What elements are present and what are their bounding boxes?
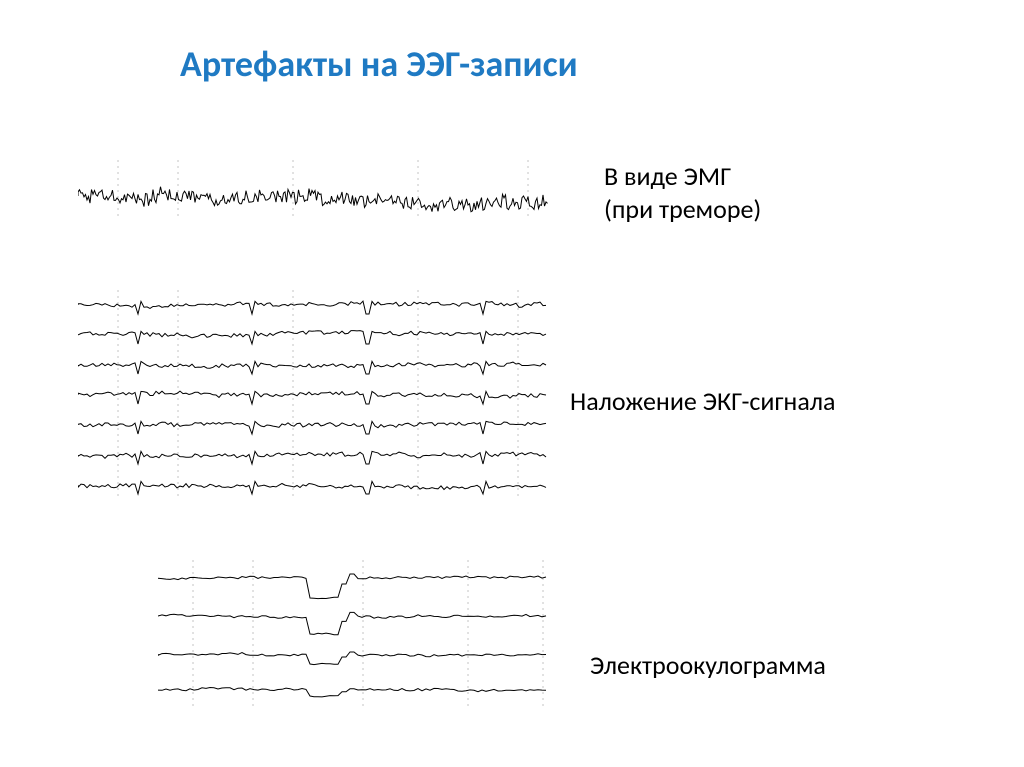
signal-trace xyxy=(78,301,546,314)
waveform-panel-emg xyxy=(78,160,548,216)
page-title: Артефакты на ЭЭГ-записи xyxy=(180,42,578,86)
signal-trace xyxy=(78,187,548,212)
signal-trace xyxy=(78,451,546,464)
signal-trace xyxy=(78,421,546,434)
signal-trace xyxy=(158,652,546,665)
label-emg-line1: В виде ЭМГ xyxy=(604,160,731,192)
label-eog-line1: Электроокулограмма xyxy=(590,649,826,681)
signal-trace xyxy=(78,361,546,374)
label-emg: В виде ЭМГ (при треморе) xyxy=(604,160,761,225)
label-eog: Электроокулограмма xyxy=(590,649,826,682)
signal-trace xyxy=(78,331,546,344)
signal-trace xyxy=(158,688,546,697)
signal-trace xyxy=(158,612,546,634)
signal-trace xyxy=(78,481,546,494)
label-ecg-line1: Наложение ЭКГ-сигнала xyxy=(570,385,836,417)
signal-trace xyxy=(158,574,546,599)
label-ecg: Наложение ЭКГ-сигнала xyxy=(570,385,836,418)
signal-trace xyxy=(78,391,546,404)
waveform-panel-eog xyxy=(158,560,548,710)
label-emg-line2: (при треморе) xyxy=(604,193,761,225)
waveform-panel-ecg xyxy=(78,290,548,500)
